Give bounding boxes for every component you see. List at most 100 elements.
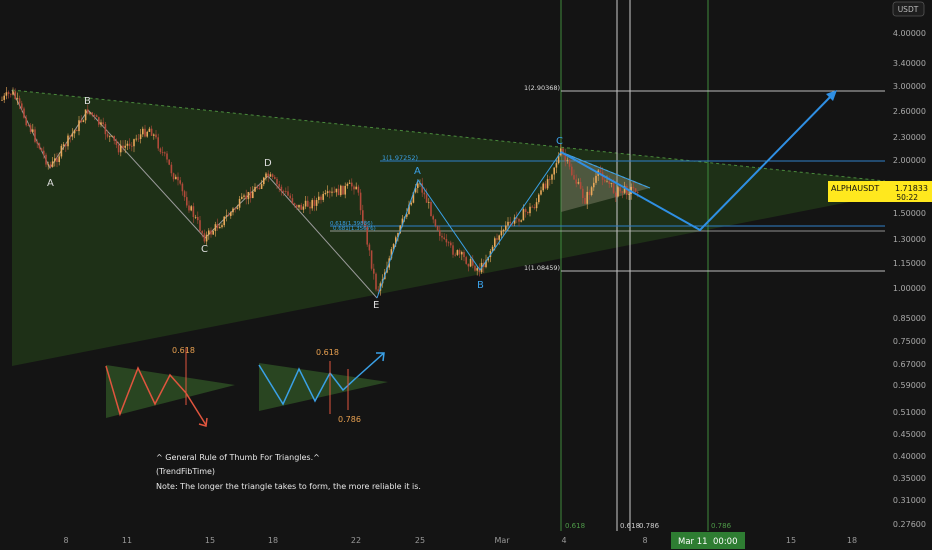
price-tick-label: 0.85000 [893,314,926,323]
candle-body [584,197,586,204]
candle-body [168,159,170,165]
candle-body [58,156,60,162]
candle-body [520,220,522,222]
candle-body [450,242,452,246]
candle-body [263,177,265,185]
candle-body [43,150,45,155]
candle-body [106,134,109,137]
candle-body [634,188,637,193]
candle-body [153,134,155,136]
time-axis[interactable]: 8 11 15 18 22 25 Mar 4 8 15 18 [63,536,857,545]
price-tick-label: 0.35000 [893,474,926,483]
candle-body [36,141,38,144]
candle-body [500,230,503,236]
candle-body [146,131,148,137]
candle-body [87,109,89,114]
time-tick-label: 25 [415,536,425,545]
candle-body [324,193,327,194]
time-tick-label: Mar [494,536,510,545]
candle-body [421,183,423,193]
candle-body [615,192,617,197]
candle-body [38,143,41,149]
candle-body [234,208,236,210]
candle-body [331,191,333,193]
candle-body [430,201,432,217]
candle-body [595,175,597,183]
candle-body [472,258,474,266]
candle-body [542,183,544,191]
candle-body [505,225,507,230]
candle-body [494,238,496,247]
currency-badge[interactable]: USDT [892,1,925,17]
blue-wave-label-c: C [556,136,563,147]
crosshair-date: Mar 11 [678,537,708,547]
candle-body [434,219,437,227]
candle-body [441,235,443,238]
candle-body [417,183,419,188]
candle-body [401,218,404,226]
candle-body [78,120,80,132]
candle-body [588,191,591,196]
candle-body [593,182,595,188]
candle-body [249,191,252,199]
candle-body [478,268,481,273]
candle-body [144,128,146,137]
wave-label-c: C [201,244,208,255]
candle-body [546,179,549,189]
price-axis[interactable]: 4.00000 3.40000 3.00000 2.60000 2.30000 2.000… [893,29,926,529]
projection-path[interactable] [560,91,836,232]
candle-body [535,202,538,209]
candle-body [159,148,162,153]
price-tick-label: 2.60000 [893,107,926,116]
candle-body [135,138,137,140]
candle-body [337,188,340,196]
candle-body [120,145,122,153]
candle-body [16,98,19,100]
candle-body [498,235,500,240]
candle-body [236,207,239,209]
candle-body [377,289,379,291]
candle-body [258,187,261,189]
candle-body [208,230,210,235]
candle-body [3,95,5,100]
candle-body [555,163,558,168]
time-tick-label: 18 [847,536,857,545]
fib-label-0681: 0.681(1.35676) [333,226,376,232]
candle-body [491,246,494,252]
candle-body [256,186,258,188]
candle-body [628,193,630,195]
candle-body [436,226,439,231]
candle-body [243,195,245,197]
candle-body [274,177,276,179]
candle-body [366,227,368,245]
price-tick-label: 2.30000 [893,133,926,142]
candle-body [311,200,313,209]
price-tick-label: 0.40000 [893,452,926,461]
vline-label-0786-white: 0.786 [639,522,660,530]
note-body: Note: The longer the triangle takes to f… [156,482,421,491]
price-tick-label: 1.15000 [893,259,926,268]
candle-body [447,242,450,244]
candle-body [62,144,65,146]
candle-body [45,154,47,165]
candle-body [219,227,221,229]
candle-body [282,191,285,192]
candle-body [102,122,104,125]
candle-body [276,178,278,185]
candle-body [461,252,463,255]
candle-body [445,239,448,243]
time-tick-label: 8 [642,536,647,545]
vline-label-0618-white: 0.618 [620,522,640,530]
candle-body [238,198,241,208]
fib-label-c: 1(1.97252) [382,154,418,162]
candle-body [342,185,344,195]
candle-body [91,112,93,116]
fib-label-top: 1(2.90368) [524,84,560,92]
candle-body [109,135,111,137]
candle-body [225,215,228,217]
candle-body [364,223,366,228]
candle-body [69,135,71,137]
candle-body [230,212,232,216]
price-tick-label: 0.67000 [893,360,926,369]
